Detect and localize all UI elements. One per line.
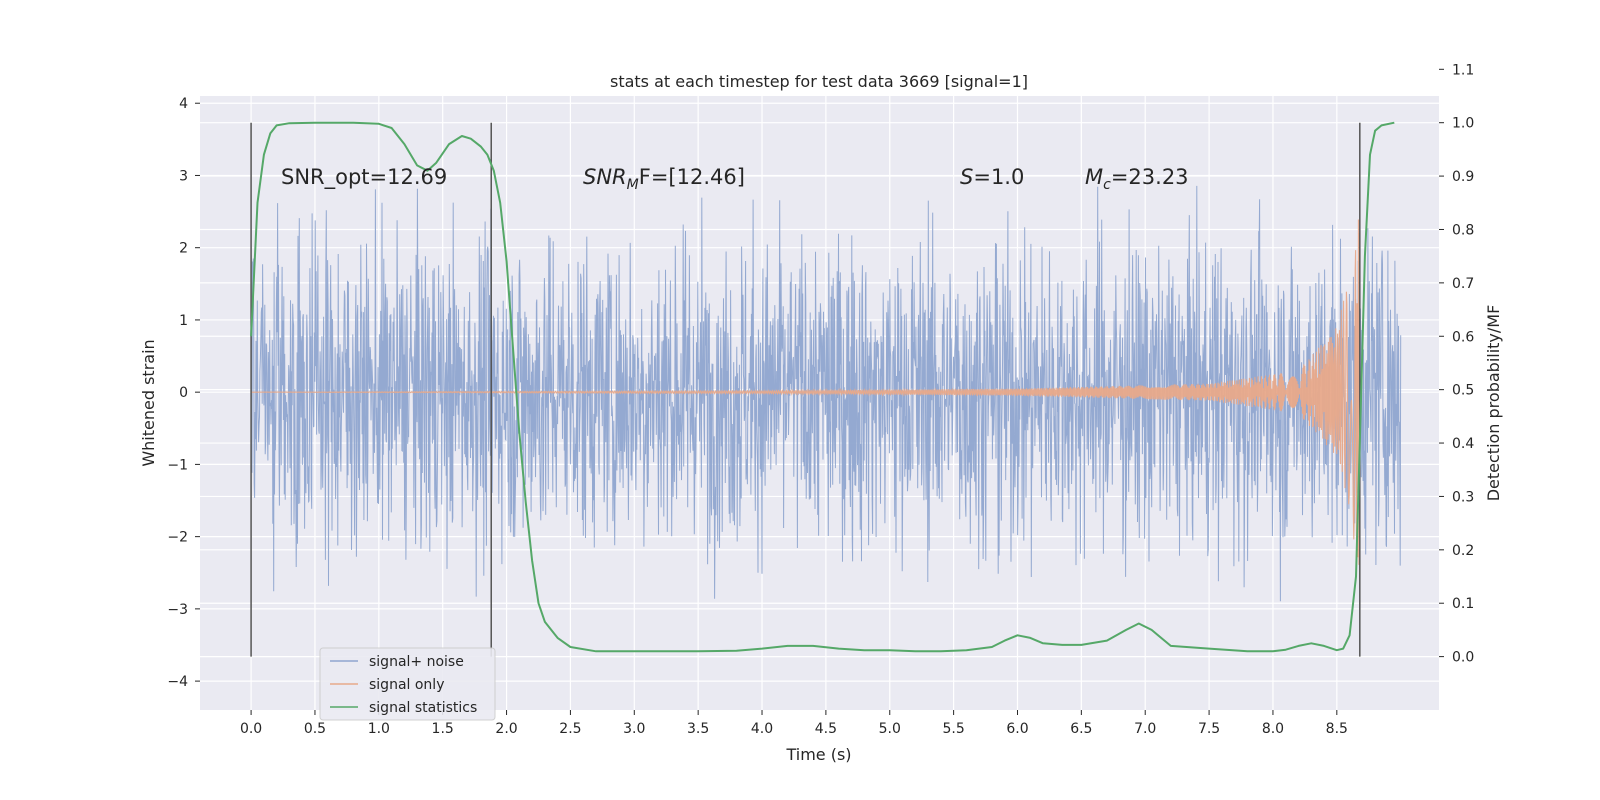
x-tick-label: 8.0 bbox=[1262, 721, 1284, 737]
x-tick-label: 6.0 bbox=[1006, 721, 1028, 737]
x-axis-label: Time (s) bbox=[785, 745, 851, 764]
y2-tick-label: 0.1 bbox=[1452, 596, 1474, 612]
y-tick-label: 2 bbox=[179, 241, 188, 257]
signal-noise-series bbox=[250, 185, 1402, 602]
snr-mf-annotation: SNRMF=[12.46] bbox=[583, 165, 745, 193]
y2-tick-label: 0.0 bbox=[1452, 650, 1474, 666]
legend-label-signal-noise: signal+ noise bbox=[369, 654, 464, 670]
y2-tick-label: 1.1 bbox=[1452, 62, 1474, 78]
x-tick-label: 3.0 bbox=[623, 721, 645, 737]
x-tick-label: 2.5 bbox=[559, 721, 581, 737]
y2-tick-label: 0.4 bbox=[1452, 436, 1474, 452]
y-tick-label: 4 bbox=[179, 96, 188, 112]
signal-noise-trace bbox=[250, 185, 1402, 602]
x-tick-label: 5.5 bbox=[942, 721, 964, 737]
x-tick-label: 7.0 bbox=[1134, 721, 1156, 737]
y-tick-label: 1 bbox=[179, 313, 188, 329]
x-tick-label: 3.5 bbox=[687, 721, 709, 737]
signal-only-series bbox=[251, 219, 1361, 565]
x-tick-label: 4.0 bbox=[751, 721, 773, 737]
signal-statistics-series bbox=[250, 121, 1395, 653]
x-tick-label: 6.5 bbox=[1070, 721, 1092, 737]
s-annotation: S=1.0 bbox=[960, 165, 1024, 189]
signal-only-trace bbox=[251, 219, 1361, 565]
snr-opt-annotation: SNR_opt=12.69 bbox=[281, 165, 447, 190]
y-tick-label: 3 bbox=[179, 168, 188, 184]
y2-tick-label: 0.5 bbox=[1452, 383, 1474, 399]
x-tick-label: 8.5 bbox=[1326, 721, 1348, 737]
mc-annotation: Mc=23.23 bbox=[1085, 165, 1189, 193]
signal-statistics-trace bbox=[250, 121, 1395, 653]
x-tick-label: 7.5 bbox=[1198, 721, 1220, 737]
x-tick-label: 0.0 bbox=[240, 721, 262, 737]
y2-axis-label: Detection probability/MF bbox=[1484, 305, 1503, 502]
y-tick-label: −4 bbox=[167, 674, 188, 690]
legend-label-signal-statistics: signal statistics bbox=[369, 700, 477, 716]
y2-tick-label: 0.3 bbox=[1452, 489, 1474, 505]
y2-tick-label: 1.0 bbox=[1452, 116, 1474, 132]
chart-title: stats at each timestep for test data 366… bbox=[610, 72, 1028, 91]
x-tick-label: 5.0 bbox=[879, 721, 901, 737]
x-tick-label: 1.5 bbox=[432, 721, 454, 737]
y2-tick-label: 0.6 bbox=[1452, 329, 1474, 345]
y2-tick-label: 0.8 bbox=[1452, 222, 1474, 238]
legend-box bbox=[319, 647, 496, 721]
y2-tick-label: 0.2 bbox=[1452, 543, 1474, 559]
y-tick-label: −3 bbox=[167, 602, 188, 618]
y-tick-label: 0 bbox=[179, 385, 188, 401]
y2-tick-label: 0.9 bbox=[1452, 169, 1474, 185]
x-tick-label: 2.0 bbox=[495, 721, 517, 737]
y-tick-label: −2 bbox=[167, 530, 188, 546]
y2-tick-label: 0.7 bbox=[1452, 276, 1474, 292]
x-tick-label: 0.5 bbox=[304, 721, 326, 737]
x-tick-label: 4.5 bbox=[815, 721, 837, 737]
legend-label-signal-only: signal only bbox=[369, 677, 444, 693]
legend: signal+ noise signal only signal statist… bbox=[319, 647, 496, 721]
segment-markers bbox=[250, 122, 1361, 657]
x-tick-label: 1.0 bbox=[368, 721, 390, 737]
axis-ticks: 0.0 0.5 1.0 1.5 2.0 2.5 3.0 3.5 4.0 4.5 5.0 5.5 6.0 6… bbox=[167, 62, 1474, 737]
y-tick-label: −1 bbox=[167, 457, 188, 473]
y-axis-label: Whitened strain bbox=[139, 339, 158, 466]
